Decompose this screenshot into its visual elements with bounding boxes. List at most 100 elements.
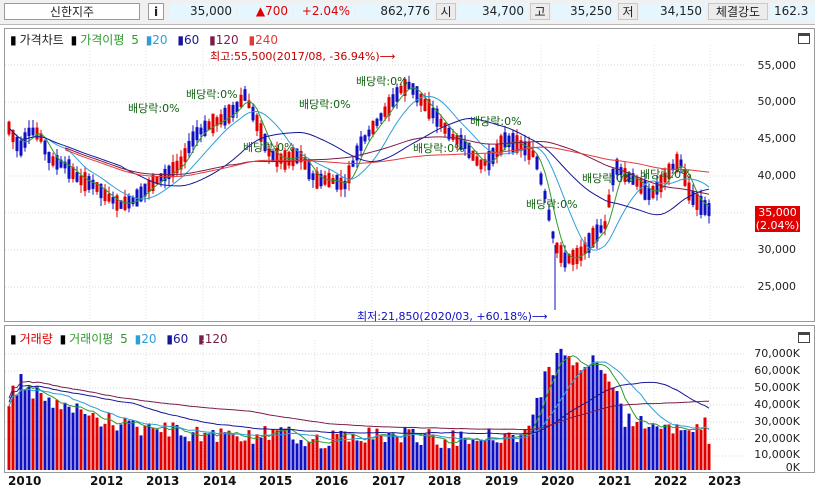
maximize-volume-panel-icon[interactable] [798, 332, 810, 343]
price-chart-title[interactable]: 가격차트 [19, 33, 64, 47]
volume-bar [295, 443, 299, 470]
candle-body [151, 174, 155, 192]
volume-bar [487, 428, 491, 470]
volume-bar [503, 433, 507, 470]
candle-body [591, 227, 595, 248]
volume-bar [703, 417, 707, 470]
candle-body [615, 159, 619, 175]
candle-body [623, 168, 627, 182]
volume-bar [667, 424, 671, 470]
candle-body [559, 245, 563, 263]
volume-bar [443, 439, 447, 470]
volume-bar [671, 433, 675, 470]
candle-body [23, 132, 27, 148]
volume-legend-ma5: 5 [120, 332, 128, 346]
candle-body [279, 153, 283, 164]
volume-tick: 70,000K [754, 347, 800, 360]
all-time-low-label: 최저:21,850(2020/03, +60.18%)⟶ [357, 310, 548, 323]
strength-label: 체결강도 [708, 3, 768, 20]
volume-bar [707, 443, 711, 470]
volume-chart-title[interactable]: 거래량 [19, 332, 53, 346]
low-label: 저 [618, 3, 638, 20]
candle-body [119, 200, 123, 209]
volume-bar [615, 391, 619, 470]
volume-ma20-line [8, 361, 710, 442]
volume-bar [563, 355, 567, 470]
volume-bar [159, 432, 163, 470]
candle-body [539, 173, 543, 185]
candle-body [687, 182, 691, 201]
dividend-marker: 배당락:0% [526, 198, 578, 211]
volume-bar [647, 426, 651, 470]
candle-body [563, 252, 567, 268]
candle-body [663, 172, 667, 183]
candle-body [167, 165, 171, 180]
maximize-panel-icon[interactable] [798, 33, 810, 44]
candle-body [375, 118, 379, 126]
volume-bar [271, 429, 275, 470]
volume-bar [499, 442, 503, 470]
volume-bar [543, 371, 547, 470]
info-button[interactable]: i [148, 3, 164, 20]
legend-ma-label[interactable]: 가격이평 [80, 33, 125, 47]
candle-body [11, 129, 15, 143]
volume-bar [11, 385, 15, 470]
year-label: 2023 [708, 474, 742, 488]
volume-bar [515, 442, 519, 470]
volume-bar [387, 432, 391, 470]
volume-bar [147, 423, 151, 470]
volume-bar [555, 352, 559, 470]
volume-chart-area[interactable] [5, 340, 745, 472]
candle-body [319, 173, 323, 187]
volume-bar [279, 427, 283, 470]
candle-body [239, 94, 243, 108]
volume-legend-ma20: ▮20 [134, 332, 157, 346]
volume-bar [347, 441, 351, 470]
ma240-line [64, 146, 710, 178]
candle-body [235, 101, 239, 113]
candle-body [411, 83, 415, 95]
stock-name-field[interactable]: 신한지주 [4, 3, 140, 20]
volume-bar [467, 443, 471, 470]
volume-bar [375, 428, 379, 470]
candle-body [611, 168, 615, 186]
volume-bar [139, 435, 143, 470]
volume-bar [251, 443, 255, 470]
volume-bar [631, 426, 635, 470]
price-chart-area[interactable] [5, 45, 745, 320]
volume-bar [287, 426, 291, 470]
volume-bar [551, 375, 555, 470]
volume-bar [391, 433, 395, 470]
candle-body [519, 140, 523, 152]
candle-body [323, 175, 327, 185]
volume-bar [231, 434, 235, 470]
candle-body [191, 131, 195, 147]
volume-bar [371, 439, 375, 470]
volume-bar [643, 428, 647, 470]
volume-bar [151, 428, 155, 470]
dividend-marker: 배당락:0% [640, 168, 692, 181]
volume-bar [635, 421, 639, 470]
candle-body [83, 172, 87, 192]
candle-body [251, 106, 255, 121]
volume-bar [263, 426, 267, 470]
volume-ma-label[interactable]: 거래이평 [69, 332, 114, 346]
volume-bar [403, 427, 407, 470]
dividend-marker: 배당락:0% [243, 141, 295, 154]
candle-body [439, 118, 443, 128]
volume-bar [19, 374, 23, 470]
candle-body [335, 174, 339, 190]
volume-bar [207, 434, 211, 470]
candle-body [655, 181, 659, 195]
candle-body [315, 171, 319, 189]
volume-bar [307, 441, 311, 470]
legend-ma5: 5 [131, 33, 139, 47]
open-label: 시 [436, 3, 456, 20]
ma20-line [8, 95, 710, 251]
legend-ma240: ▮240 [248, 33, 278, 47]
volume-bar [59, 409, 63, 470]
volume-bar [123, 417, 127, 470]
candle-body [43, 140, 47, 155]
volume-bar [31, 398, 35, 470]
candle-body [683, 169, 687, 186]
